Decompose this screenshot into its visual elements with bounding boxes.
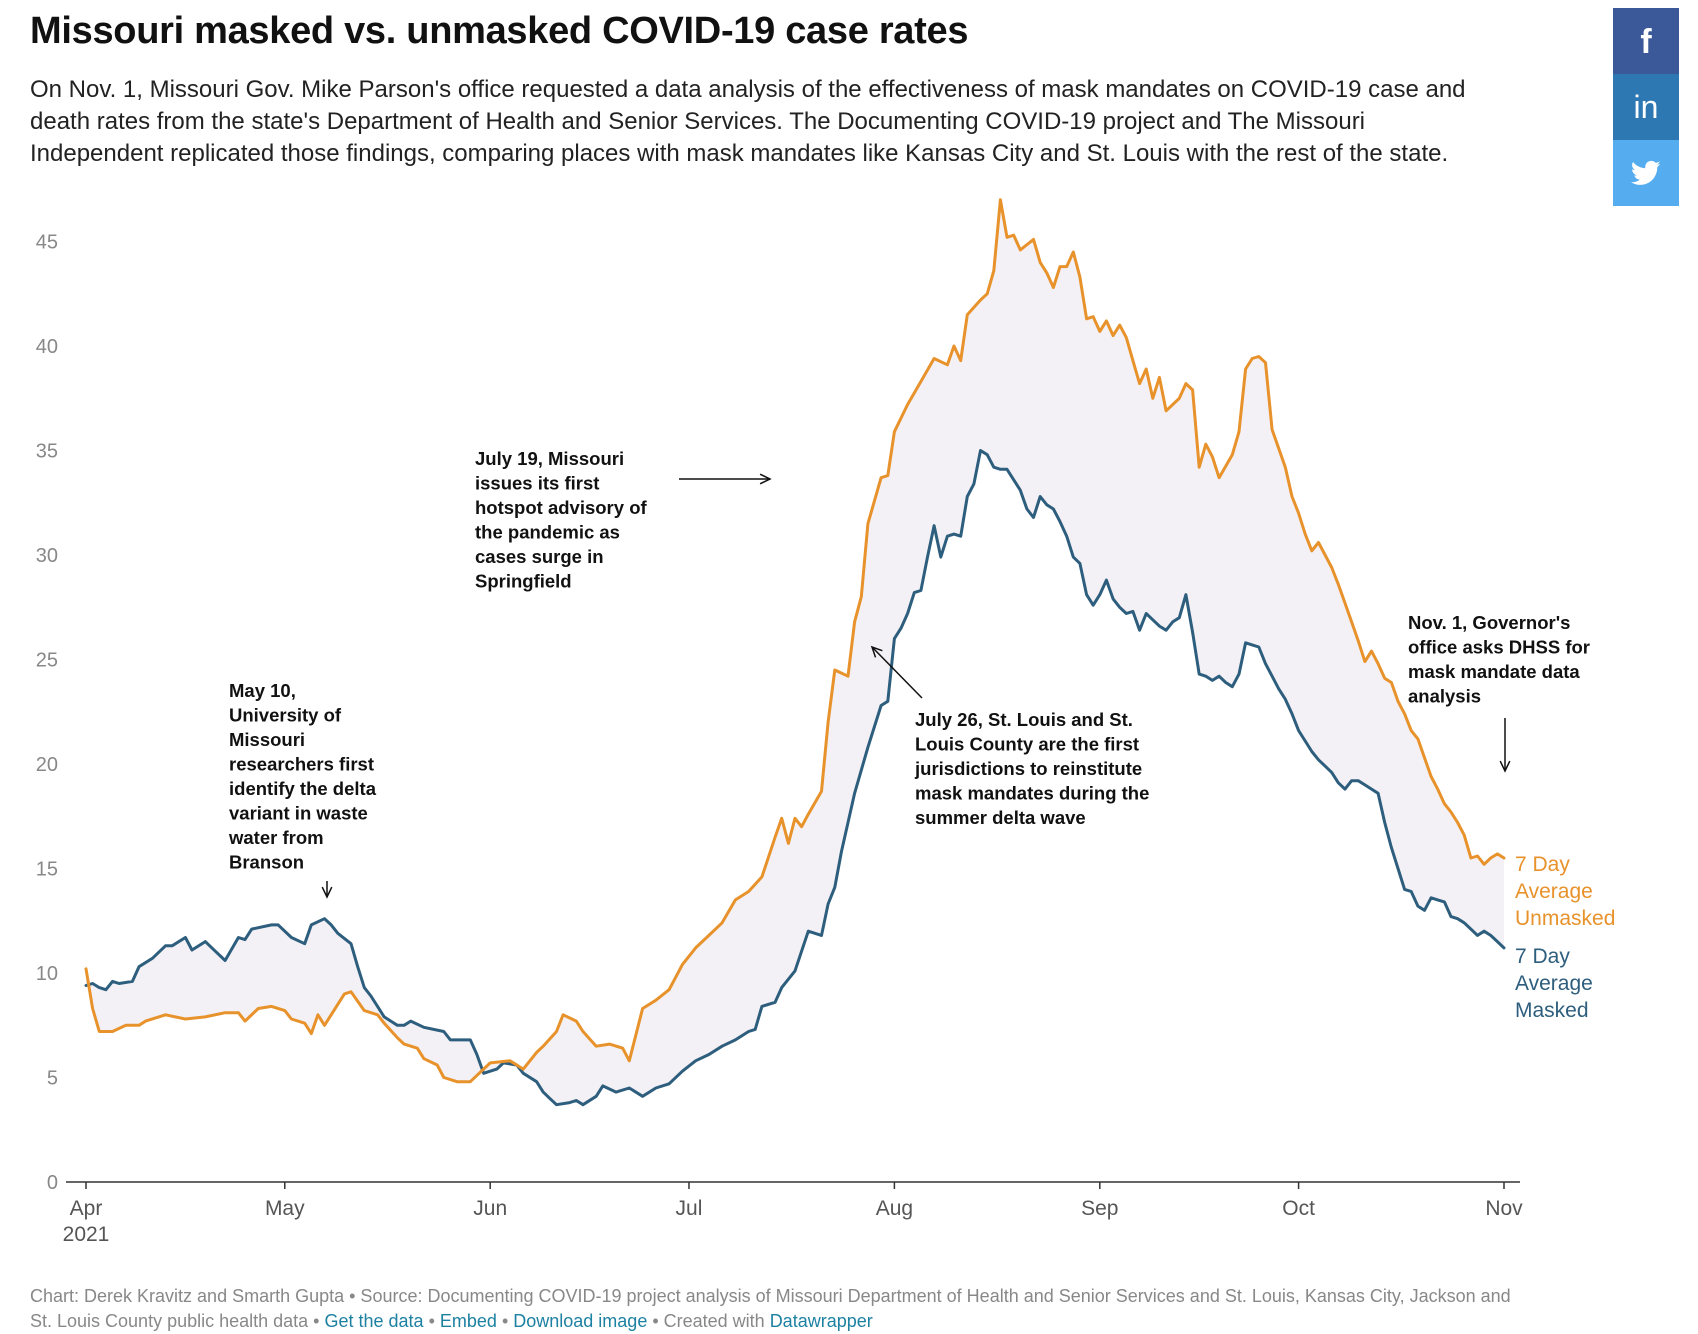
annotation-arrow-july-26	[871, 646, 923, 699]
annotation-july-26: jurisdictions to reinstitute	[914, 758, 1142, 779]
y-tick-label: 35	[36, 441, 58, 463]
annotation-may-10: water from	[228, 827, 324, 848]
annotation-july-26: Louis County are the first	[915, 734, 1139, 755]
chart-title: Missouri masked vs. unmasked COVID-19 ca…	[30, 10, 969, 52]
facebook-icon: f	[1640, 23, 1652, 61]
annotation-july-19: July 19, Missouri	[475, 448, 624, 469]
footer-credit: Chart: Derek Kravitz and Smarth Gupta • …	[30, 1286, 1511, 1306]
x-tick-label: Oct	[1282, 1197, 1315, 1220]
annotation-july-19: cases surge in	[475, 546, 604, 567]
annotation-july-26: summer delta wave	[915, 807, 1086, 828]
x-tick-label: May	[265, 1197, 305, 1220]
annotation-arrow-may-10-head	[321, 886, 333, 899]
y-tick-label: 30	[36, 545, 58, 567]
annotation-may-10: researchers first	[229, 754, 374, 775]
masked-series-label: Masked	[1515, 999, 1589, 1022]
footer-credit-cont: St. Louis County public health data •	[30, 1311, 325, 1331]
annotation-july-19: hotspot advisory of	[475, 497, 647, 518]
annotation-july-19: issues its first	[475, 473, 599, 494]
annotation-arrow-july-19-head	[759, 473, 772, 485]
x-tick-sublabel: 2021	[63, 1223, 110, 1246]
y-tick-label: 10	[36, 963, 58, 985]
linkedin-icon: in	[1634, 89, 1659, 125]
annotation-may-10: May 10,	[229, 680, 296, 701]
masked-series-label: Average	[1515, 972, 1593, 995]
unmasked-series-label: Unmasked	[1515, 907, 1615, 930]
x-tick-label: Sep	[1081, 1197, 1118, 1220]
unmasked-series-label: 7 Day	[1515, 853, 1570, 876]
download-image-link[interactable]: Download image	[513, 1311, 648, 1331]
linkedin-label: in	[1634, 89, 1659, 125]
embed-link[interactable]: Embed	[439, 1311, 497, 1331]
annotation-arrow-nov-1-head	[1499, 760, 1511, 773]
y-tick-label: 15	[36, 859, 58, 881]
y-tick-label: 25	[36, 650, 58, 672]
get-data-link[interactable]: Get the data	[324, 1311, 424, 1331]
annotation-nov-1: mask mandate data	[1408, 661, 1580, 682]
facebook-label: f	[1640, 23, 1652, 61]
annotation-arrow-july-26-head	[870, 645, 883, 658]
annotation-nov-1: analysis	[1408, 686, 1481, 707]
linkedin-share-button[interactable]: in	[1613, 74, 1679, 140]
chart-area: 0 5 10 15 20 25 30 35 40 45 Apr 2021 May Jun Jul Aug Sep…	[36, 198, 1615, 1246]
twitter-icon	[1630, 160, 1661, 185]
unmasked-series-label: Average	[1515, 880, 1593, 903]
facebook-share-button[interactable]: f	[1613, 8, 1679, 74]
unmasked-series-line	[84, 198, 1506, 1084]
description-line: Independent replicated those findings, c…	[30, 140, 1449, 167]
y-tick-label: 0	[47, 1172, 58, 1194]
description-line: death rates from the state's Department …	[30, 108, 1366, 135]
annotation-may-10: Missouri	[229, 729, 305, 750]
annotation-may-10: Branson	[229, 852, 304, 873]
footer-created-with: • Created with	[647, 1311, 770, 1331]
annotation-july-26: July 26, St. Louis and St.	[915, 709, 1133, 730]
chart-description: On Nov. 1, Missouri Gov. Mike Parson's o…	[30, 74, 1590, 170]
y-tick-label: 5	[47, 1068, 58, 1090]
annotation-may-10: variant in waste	[229, 803, 368, 824]
y-tick-label: 40	[36, 336, 58, 358]
y-tick-label: 20	[36, 754, 58, 776]
annotation-nov-1: Nov. 1, Governor's	[1408, 612, 1570, 633]
annotation-may-10: University of	[229, 705, 342, 726]
x-tick-label: Aug	[876, 1197, 913, 1220]
description-line: On Nov. 1, Missouri Gov. Mike Parson's o…	[30, 76, 1466, 103]
chart-footer: Chart: Derek Kravitz and Smarth Gupta • …	[30, 1284, 1680, 1334]
annotation-july-26: mask mandates during the	[915, 783, 1149, 804]
masked-series-line	[84, 449, 1506, 1107]
masked-series-label: 7 Day	[1515, 945, 1570, 968]
annotation-may-10: identify the delta	[229, 778, 377, 799]
annotation-july-19: Springfield	[475, 571, 572, 592]
annotation-nov-1: office asks DHSS for	[1408, 637, 1590, 658]
x-tick-label: Jul	[676, 1197, 703, 1220]
x-tick-label: Apr	[70, 1197, 103, 1220]
x-tick-label: Jun	[473, 1197, 507, 1220]
y-tick-label: 45	[36, 232, 58, 254]
datawrapper-link[interactable]: Datawrapper	[769, 1311, 873, 1331]
footer-credit-line2: St. Louis County public health data • Ge…	[30, 1309, 1680, 1334]
twitter-share-button[interactable]	[1613, 140, 1679, 206]
footer-separator: •	[496, 1311, 514, 1331]
annotation-july-19: the pandemic as	[475, 522, 620, 543]
area-between-series	[86, 199, 1504, 1105]
x-tick-label: Nov	[1485, 1197, 1523, 1220]
footer-separator: •	[423, 1311, 440, 1331]
